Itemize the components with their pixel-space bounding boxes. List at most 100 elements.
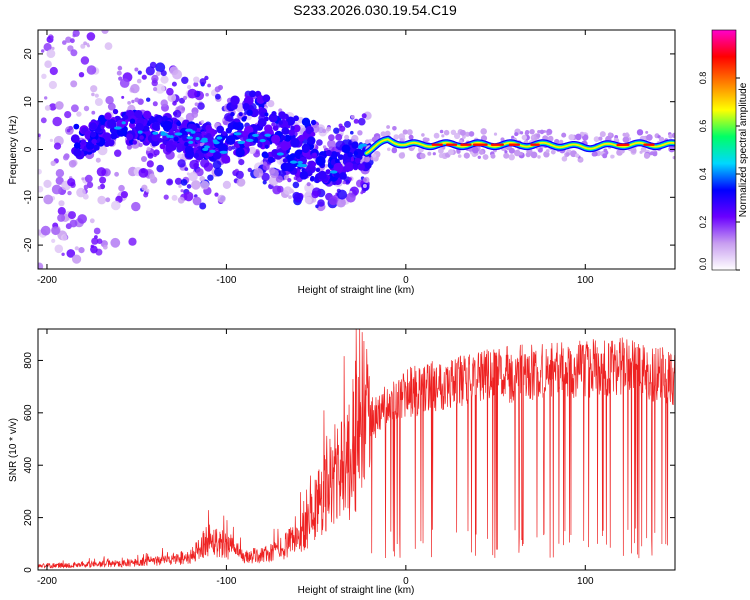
spectral-blob	[216, 125, 225, 134]
spectral-blob	[131, 201, 141, 212]
spectral-blob	[182, 95, 188, 100]
spectral-blob	[180, 179, 188, 186]
spectral-blob	[241, 116, 247, 122]
spectral-peak	[121, 121, 126, 125]
spectral-blob	[525, 152, 531, 158]
snr-line	[38, 329, 675, 569]
spectral-blob	[235, 170, 244, 179]
spectral-blob	[38, 262, 44, 269]
spectral-blob	[362, 184, 367, 188]
spectral-blob	[427, 151, 432, 156]
spectral-blob	[40, 225, 51, 236]
spectral-blob	[74, 246, 79, 251]
spectral-blob	[357, 130, 363, 136]
spectral-blob	[157, 117, 162, 123]
spectral-blob	[171, 81, 177, 87]
spectral-blob	[167, 93, 177, 102]
spectral-peak	[204, 145, 210, 149]
spectral-blob	[44, 96, 48, 100]
spectral-blob	[339, 172, 347, 180]
spectral-blob	[72, 254, 82, 264]
spectral-blob	[643, 152, 650, 159]
spectral-blob	[539, 129, 545, 135]
colorbar-gradient	[712, 30, 736, 270]
snr-y-ticks: 0 200 400 600 800	[23, 352, 675, 573]
spectral-blob	[242, 102, 250, 111]
spectral-blob	[81, 177, 85, 181]
colorbar-tick-label: 0.6	[698, 120, 708, 133]
spectral-blob	[579, 157, 583, 161]
spectral-blob	[353, 151, 358, 156]
spectral-blob	[447, 149, 454, 156]
spectral-blob	[425, 137, 430, 142]
spectral-blob	[100, 125, 105, 130]
spectral-blob	[66, 128, 71, 133]
spectral-blob	[315, 167, 321, 173]
spectral-blob	[344, 134, 350, 140]
spectral-blob	[459, 129, 466, 136]
spectral-blob	[508, 154, 515, 161]
spectral-blob	[102, 244, 108, 250]
spectral-blob	[49, 103, 57, 111]
spectral-blob	[225, 135, 236, 146]
spectral-blob	[290, 138, 300, 148]
spectral-blob	[143, 110, 152, 120]
spectral-blob	[82, 193, 89, 200]
spectral-blob	[546, 132, 550, 136]
spectral-blob	[212, 160, 222, 170]
spectral-blob	[269, 168, 279, 179]
spectral-blob	[227, 146, 233, 151]
spectral-blob	[480, 135, 488, 142]
spectral-blob	[149, 173, 156, 180]
spectral-blob	[51, 226, 60, 236]
spectral-blob	[529, 129, 535, 135]
spectral-blob	[199, 78, 207, 85]
spectral-blob	[54, 244, 64, 254]
spectral-blob	[194, 152, 200, 158]
spectral-peak	[219, 150, 228, 154]
x-tick-label: -100	[216, 275, 236, 286]
spectral-blob	[158, 137, 163, 143]
spectral-blob	[316, 139, 323, 146]
spectral-blob	[77, 214, 87, 224]
spectral-blob	[289, 153, 296, 159]
spectral-blob	[401, 152, 405, 156]
spectral-blob	[325, 149, 332, 157]
spectral-blob	[602, 153, 608, 159]
spectral-blob	[118, 184, 125, 192]
spectral-blob	[177, 196, 185, 204]
spectral-blob	[197, 102, 205, 110]
spectral-blob	[348, 177, 352, 181]
spectral-blob	[288, 129, 295, 136]
spectral-blob	[214, 86, 221, 93]
spectral-blob	[78, 72, 85, 78]
x-tick-label: -200	[37, 576, 57, 587]
spectral-blob	[267, 100, 275, 108]
spectral-blob	[441, 134, 445, 138]
spectral-blob	[128, 122, 136, 129]
spectral-blob	[67, 190, 72, 196]
spectral-blob	[57, 213, 66, 222]
snr-panel: -200 -100 0 100 0 200 400 600 800 Height of str…	[8, 328, 676, 596]
spectral-blob	[65, 36, 72, 43]
spectral-blob	[322, 145, 327, 149]
spectral-peak	[359, 143, 368, 147]
snr-x-ticks: -200 -100 0 100	[37, 329, 594, 587]
spectral-blob	[143, 125, 150, 132]
spectral-blob	[232, 122, 241, 130]
spectral-blob	[184, 145, 194, 155]
spectral-blob	[191, 180, 201, 190]
spectral-blob	[432, 152, 436, 156]
spectral-blob	[49, 138, 54, 142]
spectral-blob	[62, 154, 69, 161]
spectral-peak	[174, 132, 183, 136]
spectral-blob	[87, 44, 90, 48]
spectral-blob	[173, 136, 179, 142]
spectral-blob	[141, 156, 147, 162]
spectral-blob	[187, 85, 192, 90]
snr-frame	[37, 328, 676, 571]
spectral-blob	[500, 137, 505, 142]
spectral-blob	[639, 150, 643, 154]
